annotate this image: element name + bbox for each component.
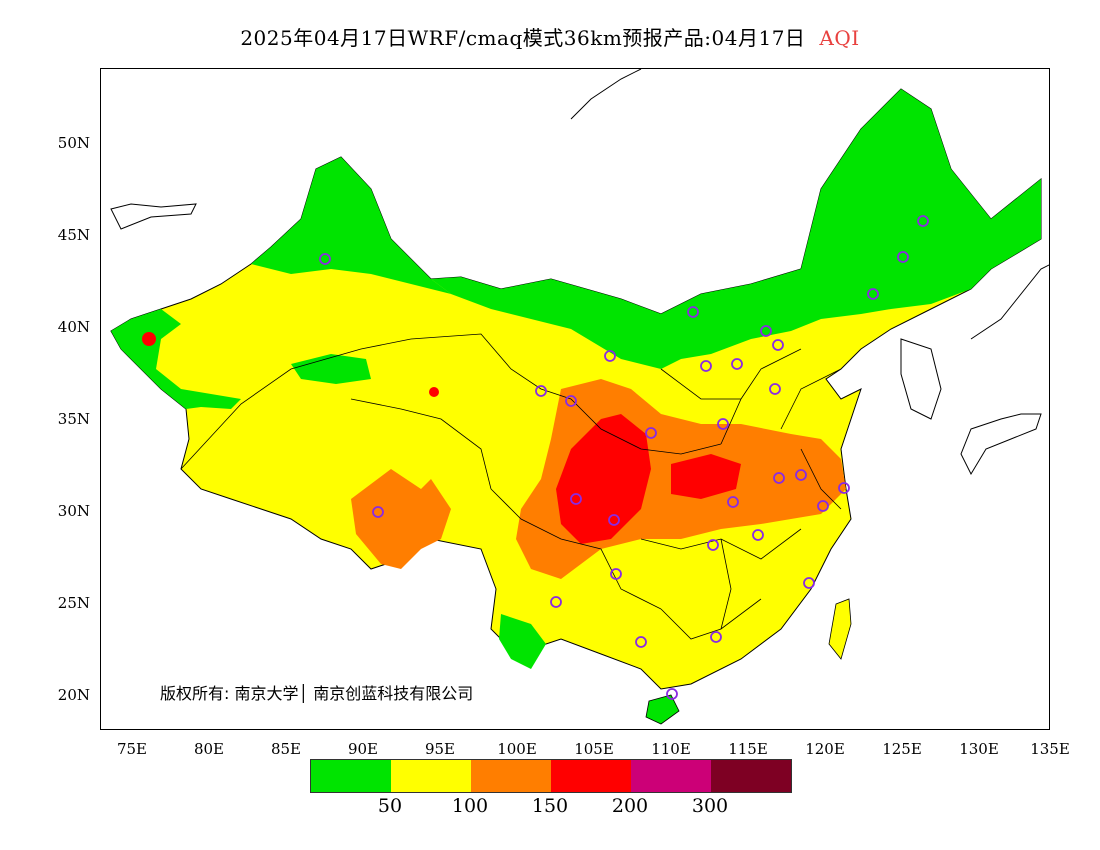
x-tick-110e: 110E [651,740,691,758]
coast-caspian [110,203,197,230]
legend-label-300: 300 [691,795,729,817]
y-tick-40n: 40N [57,318,90,336]
hotspot-qinghai [429,387,439,397]
x-tick-100e: 100E [497,740,537,758]
region-good-yunnan [499,614,546,669]
legend-swatch-light [471,760,551,792]
map-title: 2025年04月17日WRF/cmaq模式36km预报产品:04月17日 AQI [0,22,1100,51]
legend-swatch-moderate [391,760,471,792]
province-boundaries [180,333,842,640]
aqi-legend [310,759,792,793]
x-tick-125e: 125E [882,740,922,758]
station-markers [319,215,929,700]
map-frame [100,68,1050,730]
region-good-northwest [251,157,451,294]
coast-japan-north [970,264,1049,340]
y-tick-50n: 50N [57,134,90,152]
coast-sakhalin [570,69,642,120]
y-tick-20n: 20N [57,686,90,704]
title-variable: AQI [819,26,860,50]
x-tick-115e: 115E [728,740,768,758]
legend-label-100: 100 [451,795,489,817]
aqi-map [110,69,1049,725]
coast-korea [900,338,942,420]
copyright-text: 版权所有: 南京大学│ 南京创蓝科技有限公司 [160,684,474,703]
x-tick-135e: 135E [1030,740,1070,758]
hotspot-kashgar [142,332,156,346]
region-moderate-polluted-sichuan [556,414,651,544]
y-tick-35n: 35N [57,410,90,428]
legend-label-50: 50 [377,795,403,817]
x-tick-75e: 75E [116,740,148,758]
legend-swatch-good [311,760,391,792]
region-good-north [431,89,1041,369]
legend-swatch-medium [551,760,631,792]
legend-label-150: 150 [531,795,569,817]
coast-japan [960,413,1042,476]
x-tick-95e: 95E [424,740,456,758]
region-moderate-polluted-hubei [671,454,741,499]
legend-swatch-severe [711,760,791,792]
y-tick-45n: 45N [57,226,90,244]
x-tick-80e: 80E [193,740,225,758]
legend-swatch-heavy [631,760,711,792]
x-tick-85e: 85E [270,740,302,758]
x-tick-120e: 120E [805,740,845,758]
x-tick-105e: 105E [574,740,614,758]
x-tick-130e: 130E [959,740,999,758]
legend-label-200: 200 [611,795,649,817]
island-taiwan [828,598,852,660]
x-tick-90e: 90E [347,740,379,758]
y-tick-25n: 25N [57,594,90,612]
region-good-qaidam [291,354,371,384]
title-text: 2025年04月17日WRF/cmaq模式36km预报产品:04月17日 [240,26,806,50]
region-good-west [111,309,241,409]
y-tick-30n: 30N [57,502,90,520]
region-light-tibet [351,469,451,569]
